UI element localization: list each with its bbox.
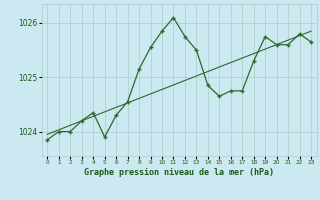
X-axis label: Graphe pression niveau de la mer (hPa): Graphe pression niveau de la mer (hPa): [84, 168, 274, 177]
